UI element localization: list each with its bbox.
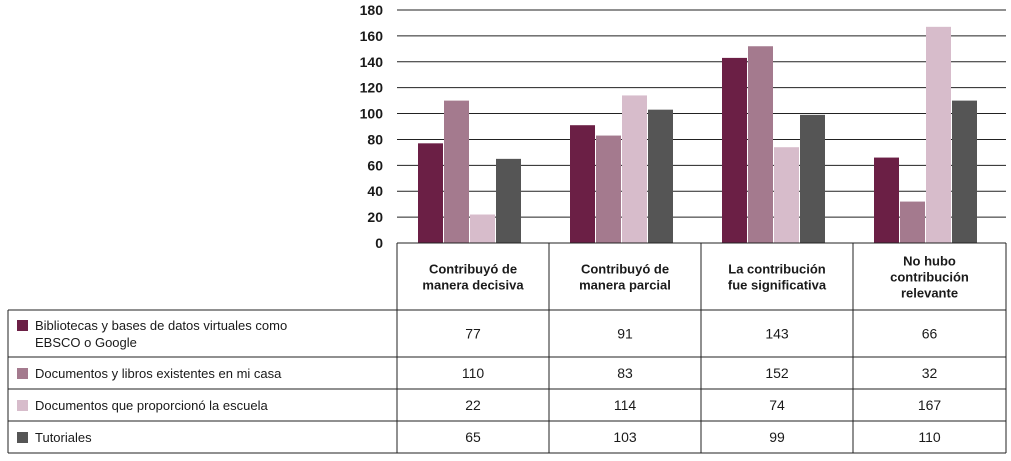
table-value: 99: [769, 429, 785, 445]
table-value: 114: [614, 397, 637, 413]
y-tick-label: 80: [367, 131, 383, 147]
bar: [952, 100, 977, 243]
table-value: 65: [465, 429, 481, 445]
table-value: 83: [617, 365, 633, 381]
table-value: 143: [765, 326, 789, 342]
bar: [622, 95, 647, 243]
bar: [722, 57, 747, 244]
y-tick-label: 60: [367, 157, 383, 173]
table-value: 91: [617, 326, 633, 342]
table-value: 77: [465, 326, 481, 342]
gridlines: [397, 9, 1006, 218]
y-tick-label: 180: [360, 2, 384, 18]
category-label: relevante: [901, 286, 958, 301]
category-label: Contribuyó de: [429, 262, 517, 277]
table-value: 167: [918, 397, 942, 413]
category-label: La contribución: [728, 262, 826, 277]
bar: [774, 147, 799, 243]
legend-swatch: [17, 432, 28, 443]
legend-swatch: [17, 400, 28, 411]
bar: [900, 201, 925, 243]
legend-swatch: [17, 368, 28, 379]
y-tick-label: 0: [375, 235, 383, 251]
legend-label: Documentos que proporcionó la escuela: [35, 398, 268, 413]
bar: [470, 214, 495, 243]
table-value: 32: [922, 365, 938, 381]
table-value: 74: [769, 397, 785, 413]
legend-label: EBSCO o Google: [35, 335, 137, 350]
legend-label: Documentos y libros existentes en mi cas…: [35, 366, 282, 381]
y-tick-label: 140: [360, 54, 384, 70]
bar: [570, 125, 595, 243]
y-tick-label: 40: [367, 183, 383, 199]
category-label: manera parcial: [579, 278, 671, 293]
category-label: No hubo: [903, 254, 956, 269]
legend-swatch: [17, 320, 28, 331]
table-value: 110: [462, 365, 485, 381]
legend-label: Bibliotecas y bases de datos virtuales c…: [35, 318, 287, 333]
bar: [444, 100, 469, 243]
bar: [926, 26, 951, 244]
y-tick-label: 20: [367, 209, 383, 225]
table-value: 152: [765, 365, 789, 381]
bar: [800, 114, 825, 243]
y-tick-label: 100: [360, 106, 384, 122]
bar: [496, 158, 521, 243]
table-value: 66: [922, 326, 938, 342]
table-value: 103: [613, 429, 637, 445]
category-label: Contribuyó de: [581, 262, 669, 277]
category-label: manera decisiva: [422, 278, 524, 293]
y-tick-label: 160: [360, 28, 384, 44]
category-label: fue significativa: [728, 278, 827, 293]
legend-label: Tutoriales: [35, 430, 92, 445]
y-tick-label: 120: [360, 80, 384, 96]
category-label: contribución: [890, 270, 969, 285]
table-value: 22: [465, 397, 481, 413]
bar: [418, 143, 443, 243]
bar: [596, 135, 621, 243]
y-axis-ticks: 0 20 40 60 80 100 120 140 160 180: [360, 2, 384, 251]
bar: [874, 157, 899, 243]
table-value: 110: [918, 429, 941, 445]
bar: [748, 46, 773, 243]
bar: [648, 109, 673, 243]
bars: [418, 26, 977, 244]
